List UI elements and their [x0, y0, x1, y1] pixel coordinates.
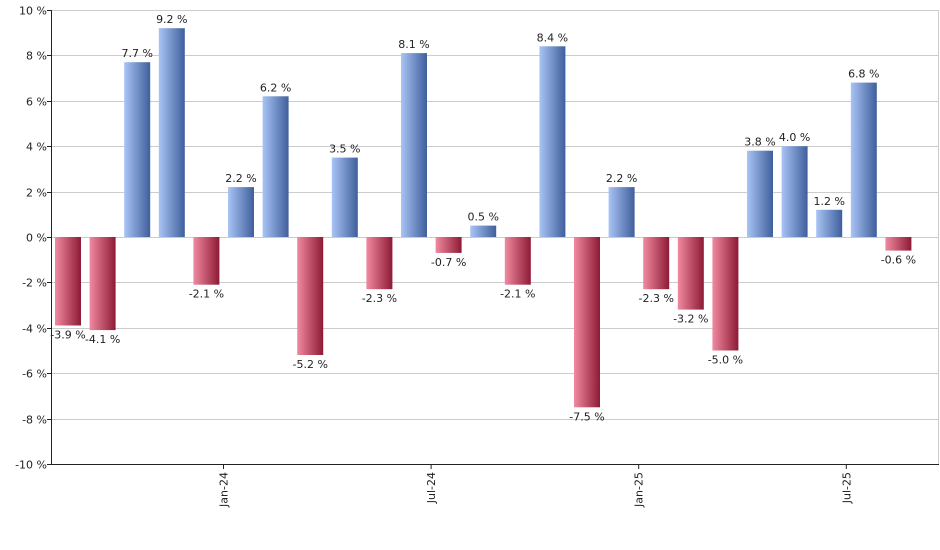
bar [401, 53, 427, 237]
bar [89, 237, 116, 331]
data-label: -2.3 % [362, 292, 397, 305]
bar [228, 187, 254, 237]
bar [677, 237, 704, 310]
bar [366, 237, 393, 290]
bar [712, 237, 739, 351]
data-label: -3.2 % [673, 313, 708, 326]
bars [55, 28, 912, 408]
data-label: 3.5 % [329, 143, 360, 156]
data-labels: -3.9 % -4.1 % 7.7 % 9.2 % -2.1 % 2.2 % 6.2 % -5… [50, 13, 916, 423]
data-label: -7.5 % [569, 410, 604, 423]
y-tick-label: 0 % [26, 232, 47, 245]
axes: -10 % -8 % -6 % -4 % -2 % 0 % 2 % 4 % 6 % 8 % 10 %… [15, 5, 939, 508]
bar [850, 82, 877, 237]
bar [262, 96, 289, 237]
bar [781, 146, 808, 237]
bar [504, 237, 531, 285]
bar [193, 237, 220, 285]
data-label: -4.1 % [85, 333, 120, 346]
bar [158, 28, 185, 238]
bar [885, 237, 912, 251]
y-tick-label: 2 % [26, 187, 47, 200]
bar [539, 46, 566, 237]
y-tick-label: -2 % [22, 277, 47, 290]
data-label: -0.7 % [431, 256, 466, 269]
data-label: 1.2 % [813, 195, 844, 208]
bar [643, 237, 670, 290]
data-label: -2.3 % [638, 292, 673, 305]
y-tick-label: -8 % [22, 414, 47, 427]
x-tick-label: Jul-25 [840, 472, 853, 504]
data-label: 9.2 % [156, 13, 187, 26]
bar [435, 237, 462, 253]
x-tick-label: Jul-24 [425, 472, 438, 504]
x-tick-label: Jan-25 [633, 472, 646, 508]
x-tick-label: Jan-24 [218, 472, 231, 508]
data-label: -3.9 % [50, 329, 85, 342]
y-tick-label: 6 % [26, 96, 47, 109]
y-tick-label: -6 % [22, 368, 47, 381]
data-label: 8.1 % [398, 38, 429, 51]
bar [747, 150, 773, 237]
y-tick-label: -10 % [15, 459, 47, 472]
bar [297, 237, 324, 355]
data-label: 4.0 % [779, 131, 810, 144]
data-label: 0.5 % [467, 211, 498, 224]
data-label: 6.2 % [260, 81, 291, 94]
data-label: 2.2 % [225, 172, 256, 185]
bar [470, 225, 497, 237]
data-label: -5.2 % [292, 358, 327, 371]
bar [331, 157, 358, 237]
y-tick-label: -4 % [22, 323, 47, 336]
y-tick-label: 10 % [19, 5, 47, 18]
data-label: 2.2 % [606, 172, 637, 185]
data-label: 6.8 % [848, 68, 879, 81]
data-label: 8.4 % [537, 31, 568, 44]
data-label: 7.7 % [121, 47, 152, 60]
data-label: -2.1 % [189, 288, 224, 301]
data-label: -2.1 % [500, 288, 535, 301]
bar [816, 209, 843, 237]
data-label: -5.0 % [708, 354, 743, 367]
bar [608, 187, 635, 237]
bar [574, 237, 600, 408]
y-tick-label: 8 % [26, 50, 47, 63]
y-tick-label: 4 % [26, 141, 47, 154]
data-label: -0.6 % [881, 254, 916, 267]
bar [55, 237, 81, 326]
data-label: 3.8 % [744, 136, 775, 149]
bar [124, 62, 151, 238]
